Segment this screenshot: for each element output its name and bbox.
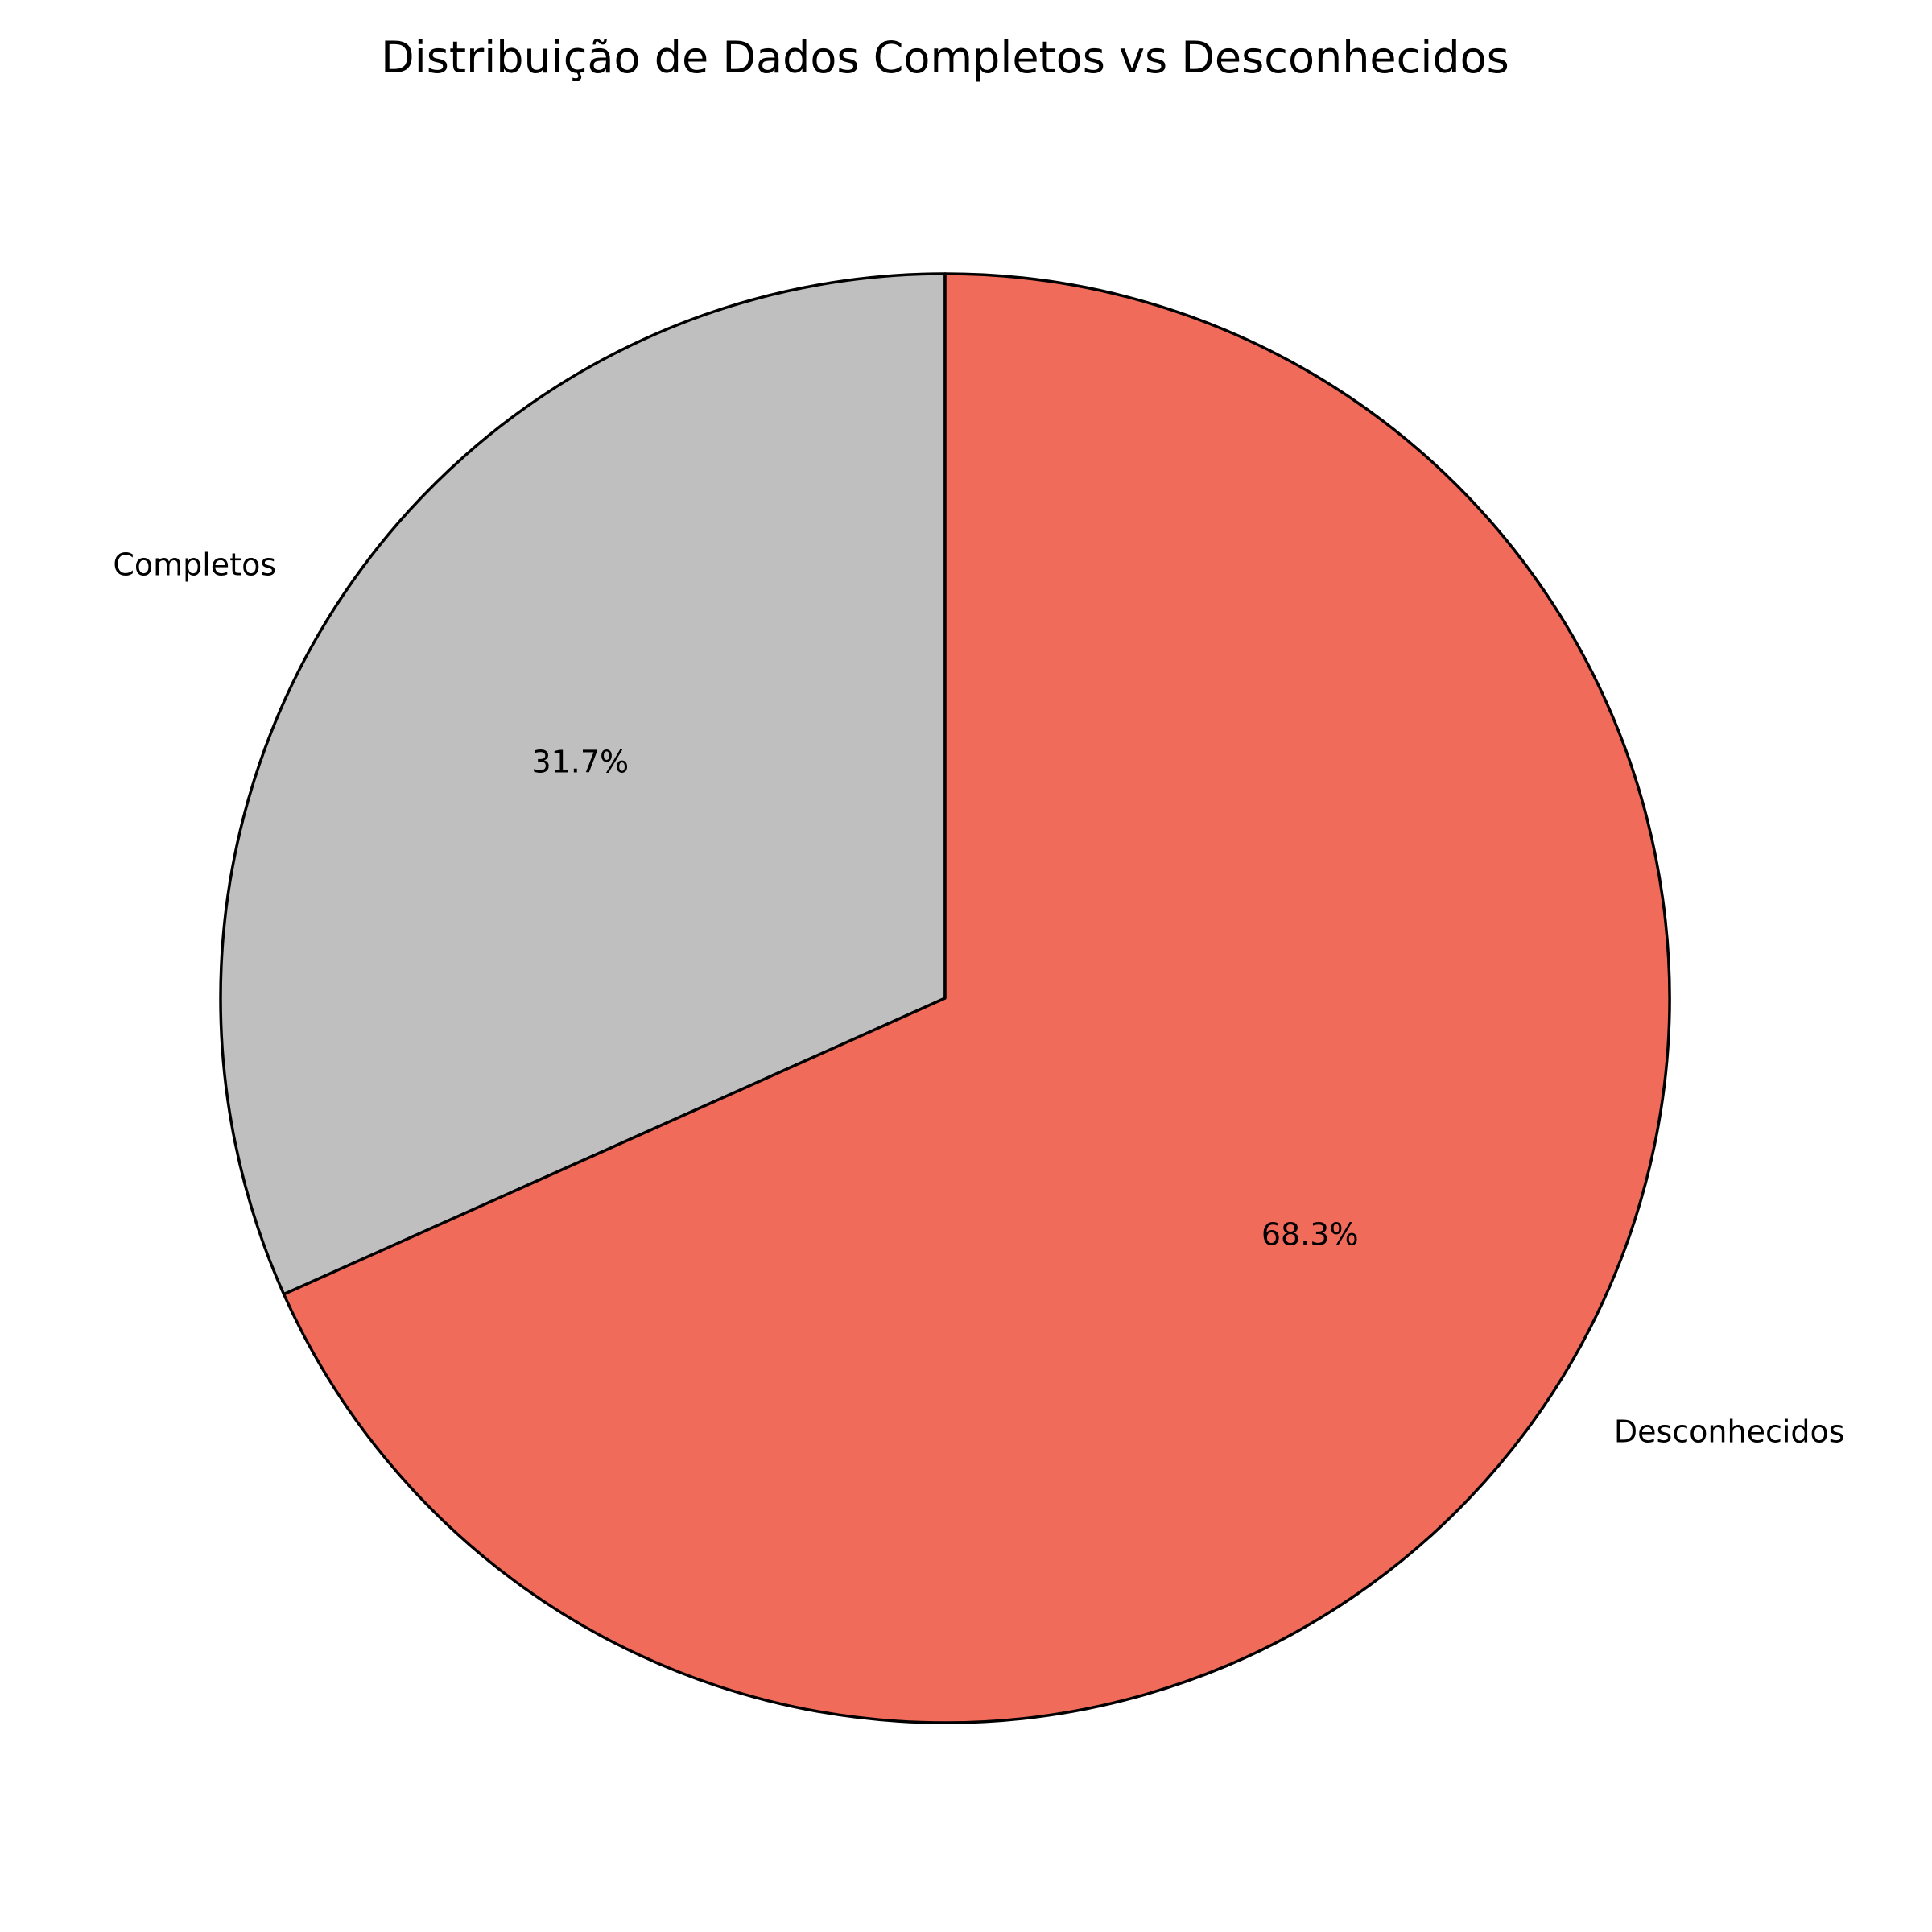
pie-slice-desconhecidos	[282, 272, 1671, 1724]
chart-title: Distribuição de Dados Completos vs Desco…	[381, 32, 1509, 83]
pct-label-desconhecidos: 68.3%	[1261, 1217, 1359, 1253]
slices-layer	[219, 272, 1671, 1724]
labels-layer: Completos 31.7% Desconhecidos 68.3%	[113, 547, 1844, 1450]
slice-label-completos: Completos	[113, 547, 276, 583]
pie-slice-completos	[219, 272, 947, 1296]
slice-label-desconhecidos: Desconhecidos	[1614, 1414, 1845, 1449]
pct-label-completos: 31.7%	[531, 744, 629, 779]
